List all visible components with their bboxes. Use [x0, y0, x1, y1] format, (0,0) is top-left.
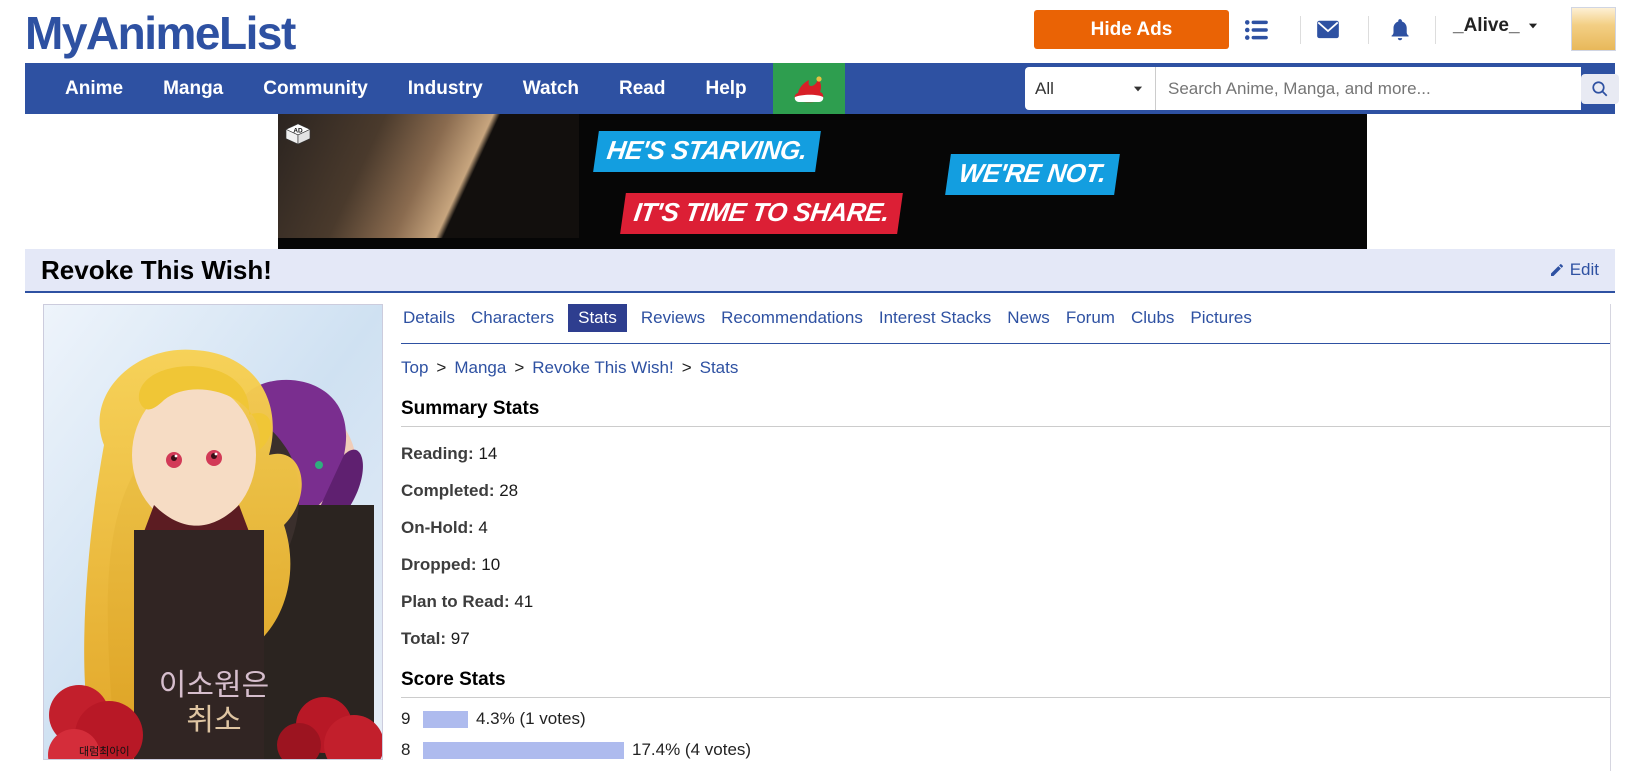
svg-text:이소원은: 이소원은	[159, 669, 269, 702]
svg-text:대럼최아이: 대럼최아이	[79, 745, 130, 758]
svg-text:취소: 취소	[186, 704, 241, 737]
svg-text:AD: AD	[293, 128, 303, 135]
